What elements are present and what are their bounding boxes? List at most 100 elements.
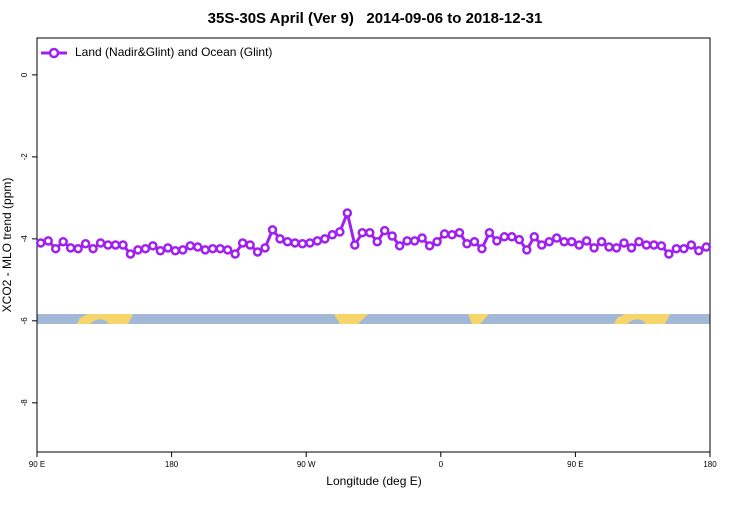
data-point — [626, 243, 637, 253]
data-point — [357, 227, 368, 238]
y-tick-label: 0 — [20, 72, 29, 77]
x-tick-label: 90 W — [297, 460, 316, 469]
data-point — [103, 240, 113, 250]
data-point — [671, 243, 682, 254]
data-point — [507, 232, 517, 242]
data-point — [125, 249, 136, 259]
data-point — [551, 233, 562, 243]
data-point — [148, 241, 158, 251]
data-point — [409, 236, 420, 246]
data-point — [365, 227, 375, 238]
data-point — [649, 240, 659, 250]
data-point — [222, 245, 233, 255]
data-point — [185, 241, 196, 251]
y-tick-label: -4 — [20, 235, 29, 243]
chart-title: 35S-30S April (Ver 9) 2014-09-06 to 2018… — [208, 10, 543, 27]
data-point — [282, 236, 293, 247]
x-tick-label: 90 E — [29, 460, 45, 469]
data-point — [529, 232, 540, 242]
data-point — [447, 230, 457, 240]
data-point — [342, 208, 353, 218]
data-point — [252, 247, 263, 257]
data-point — [522, 245, 532, 255]
data-point — [88, 243, 98, 254]
data-point — [230, 249, 240, 259]
data-point — [200, 245, 210, 255]
data-point — [297, 239, 308, 249]
data-point — [133, 245, 143, 255]
data-point — [65, 243, 76, 253]
data-point — [679, 243, 689, 254]
data-point — [454, 227, 465, 238]
data-point — [387, 231, 397, 241]
data-point — [335, 227, 345, 237]
data-point — [492, 236, 502, 246]
data-point — [544, 236, 554, 247]
data-point — [417, 233, 427, 243]
data-point — [477, 243, 487, 254]
data-point — [178, 245, 188, 255]
x-axis-label: Longitude (deg E) — [326, 474, 421, 488]
data-point — [589, 243, 599, 253]
data-point — [694, 245, 704, 256]
data-point — [163, 243, 173, 253]
data-point — [581, 236, 592, 246]
data-point — [664, 249, 674, 259]
data-point — [305, 238, 315, 248]
y-tick-label: -6 — [20, 317, 29, 325]
data-point — [641, 240, 652, 250]
data-point — [267, 225, 278, 235]
data-point — [193, 242, 203, 252]
data-point — [566, 236, 577, 247]
data-point — [245, 240, 255, 250]
y-tick-label: -8 — [20, 399, 29, 407]
x-tick-label: 180 — [165, 460, 179, 469]
data-point — [402, 236, 412, 246]
data-point — [462, 239, 472, 249]
data-point — [484, 227, 495, 238]
data-point — [237, 238, 248, 248]
data-point — [170, 245, 181, 256]
data-point — [207, 243, 218, 254]
data-point — [58, 236, 68, 247]
data-point — [320, 234, 330, 244]
data-point — [260, 243, 270, 253]
data-point — [379, 225, 390, 236]
data-point — [701, 242, 712, 252]
data-point — [514, 234, 525, 245]
data-point — [327, 230, 338, 240]
data-point — [634, 236, 644, 247]
data-point — [290, 238, 300, 248]
data-point — [424, 241, 435, 251]
data-point — [499, 232, 510, 242]
data-point — [140, 243, 151, 254]
data-point — [439, 229, 450, 239]
data-point — [686, 240, 697, 250]
data-point — [312, 236, 323, 246]
data-point — [215, 243, 225, 254]
data-point — [155, 245, 166, 256]
land-strip — [37, 314, 710, 324]
data-point — [604, 242, 614, 252]
x-tick-label: 0 — [439, 460, 444, 469]
data-point — [275, 234, 285, 244]
y-tick-label: -2 — [20, 153, 29, 161]
data-point — [350, 240, 360, 250]
legend-marker — [48, 47, 60, 59]
data-point — [596, 236, 607, 247]
data-point — [110, 240, 121, 250]
data-point — [619, 238, 629, 248]
data-point — [537, 240, 547, 250]
data-point — [35, 238, 46, 248]
data-point — [80, 239, 91, 249]
legend-label: Land (Nadir&Glint) and Ocean (Glint) — [75, 45, 272, 59]
data-point — [372, 236, 382, 247]
x-tick-label: 180 — [703, 460, 717, 469]
y-axis-label: XCO2 - MLO trend (ppm) — [0, 178, 14, 313]
x-tick-label: 90 E — [567, 460, 583, 469]
data-point — [611, 243, 622, 253]
data-point — [73, 243, 83, 254]
data-point — [432, 236, 442, 247]
